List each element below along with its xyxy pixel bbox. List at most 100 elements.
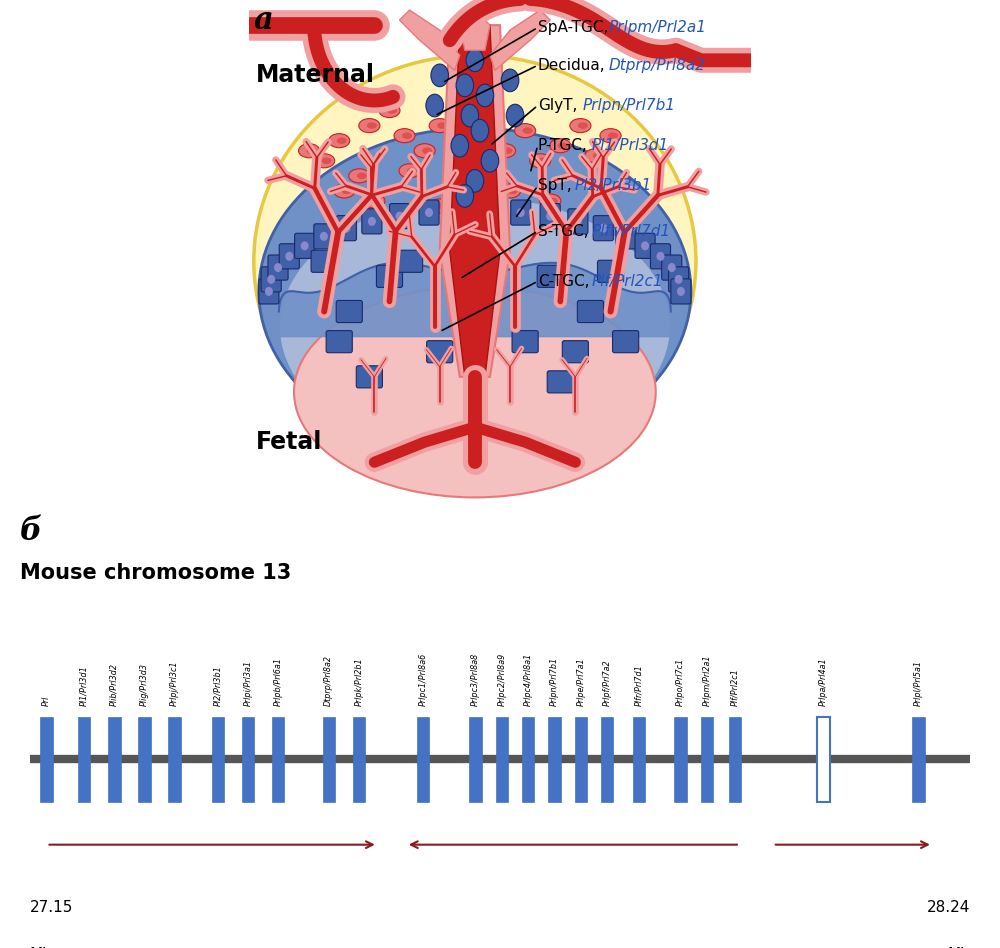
Ellipse shape [357, 173, 367, 179]
Ellipse shape [517, 208, 525, 217]
Text: SpT,: SpT, [538, 178, 571, 193]
Ellipse shape [476, 84, 494, 107]
Ellipse shape [407, 168, 417, 174]
Text: SpA-TGC,: SpA-TGC, [538, 20, 608, 35]
FancyBboxPatch shape [577, 301, 604, 322]
Text: Prlpc1/Prl8a6: Prlpc1/Prl8a6 [418, 653, 427, 706]
Ellipse shape [425, 208, 433, 217]
FancyBboxPatch shape [547, 371, 573, 392]
Text: Prlpn/Prl7b1: Prlpn/Prl7b1 [583, 98, 676, 113]
Ellipse shape [540, 194, 561, 208]
Text: Prl: Prl [42, 696, 51, 706]
Text: Prlpi/Prl3a1: Prlpi/Prl3a1 [243, 660, 252, 706]
Polygon shape [490, 10, 550, 70]
Text: Prlpn/Prl7b1: Prlpn/Prl7b1 [550, 657, 559, 706]
Ellipse shape [337, 137, 347, 144]
Ellipse shape [503, 148, 513, 154]
Ellipse shape [456, 185, 474, 208]
Text: Prlpm/Prl2a1: Prlpm/Prl2a1 [702, 654, 711, 706]
Ellipse shape [466, 170, 484, 192]
Bar [469, 717, 482, 802]
FancyBboxPatch shape [311, 250, 337, 272]
Ellipse shape [301, 242, 309, 250]
Polygon shape [450, 26, 500, 377]
FancyBboxPatch shape [616, 224, 636, 249]
Text: Prlpj/Prl3c1: Prlpj/Prl3c1 [170, 661, 179, 706]
Bar [522, 717, 534, 802]
Ellipse shape [593, 153, 603, 159]
Ellipse shape [471, 119, 489, 142]
Ellipse shape [387, 107, 397, 114]
FancyBboxPatch shape [449, 198, 470, 224]
Text: Prlpl/Prl5a1: Prlpl/Prl5a1 [914, 660, 923, 706]
Ellipse shape [508, 188, 518, 194]
Text: Mouse chromosome 13: Mouse chromosome 13 [20, 563, 291, 583]
Bar [817, 717, 830, 802]
Text: б: б [20, 516, 42, 547]
Text: Prlpe/Prl7a1: Prlpe/Prl7a1 [576, 657, 585, 706]
Bar [674, 717, 687, 802]
Bar [212, 717, 224, 802]
Ellipse shape [274, 263, 282, 272]
Ellipse shape [349, 169, 370, 183]
Ellipse shape [451, 135, 469, 157]
Text: 28.24: 28.24 [927, 901, 970, 915]
Ellipse shape [608, 133, 618, 139]
Bar [323, 717, 335, 802]
Bar [78, 717, 90, 802]
Bar [575, 717, 587, 802]
Ellipse shape [299, 144, 320, 157]
Ellipse shape [294, 286, 656, 498]
Text: GlyT,: GlyT, [538, 98, 577, 113]
Bar [108, 717, 121, 802]
Text: S-TGC,: S-TGC, [538, 224, 588, 239]
Ellipse shape [342, 224, 350, 232]
FancyBboxPatch shape [480, 198, 500, 224]
FancyBboxPatch shape [511, 200, 531, 225]
Ellipse shape [422, 148, 432, 154]
Ellipse shape [402, 133, 412, 139]
FancyBboxPatch shape [356, 366, 382, 388]
Ellipse shape [499, 184, 521, 198]
FancyBboxPatch shape [396, 250, 423, 272]
Ellipse shape [494, 144, 516, 157]
Ellipse shape [677, 287, 685, 296]
Ellipse shape [431, 64, 448, 86]
Ellipse shape [530, 154, 551, 168]
Ellipse shape [259, 128, 691, 455]
Text: Prlpc3/Prl8a8: Prlpc3/Prl8a8 [471, 653, 480, 706]
Ellipse shape [668, 263, 676, 272]
Ellipse shape [429, 199, 450, 213]
Text: Prlpc4/Prl8a1: Prlpc4/Prl8a1 [524, 653, 533, 706]
Ellipse shape [279, 196, 671, 457]
Text: C-TGC,: C-TGC, [538, 274, 589, 289]
Ellipse shape [656, 252, 664, 261]
Ellipse shape [456, 74, 474, 97]
Ellipse shape [426, 94, 443, 117]
FancyBboxPatch shape [295, 233, 315, 259]
Ellipse shape [461, 104, 479, 127]
Ellipse shape [641, 242, 649, 250]
Text: Mb: Mb [948, 947, 970, 948]
Polygon shape [460, 10, 490, 50]
FancyBboxPatch shape [336, 301, 362, 322]
Text: Pl1/Prl3d1: Pl1/Prl3d1 [591, 138, 669, 154]
Ellipse shape [437, 122, 447, 129]
Text: Plig/Prl3d3: Plig/Prl3d3 [140, 663, 149, 706]
Ellipse shape [322, 157, 332, 164]
Ellipse shape [600, 129, 621, 143]
FancyBboxPatch shape [669, 266, 689, 292]
Bar [548, 717, 561, 802]
FancyBboxPatch shape [671, 279, 691, 304]
Ellipse shape [599, 224, 607, 232]
Text: Plfr/Prl7d1: Plfr/Prl7d1 [591, 224, 671, 239]
Text: Plf/Prl2c1: Plf/Prl2c1 [731, 668, 740, 706]
Bar [168, 717, 181, 802]
Ellipse shape [364, 194, 385, 208]
FancyBboxPatch shape [419, 200, 439, 225]
Bar [701, 717, 713, 802]
Text: Maternal: Maternal [256, 64, 375, 87]
Bar [601, 717, 613, 802]
Bar [417, 717, 429, 802]
FancyBboxPatch shape [540, 204, 560, 228]
